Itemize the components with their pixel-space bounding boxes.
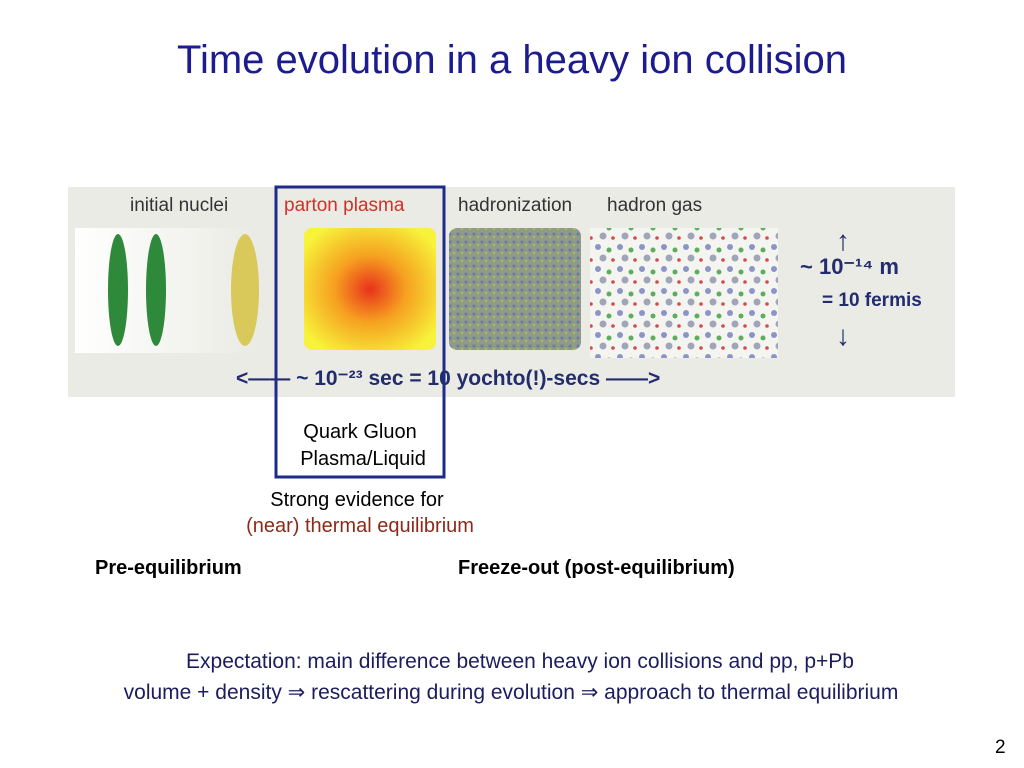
arrow-down: ↓ (836, 320, 850, 351)
stage-label: initial nuclei (130, 195, 229, 216)
box-label: Plasma/Liquid (300, 448, 426, 470)
stage-label: parton plasma (284, 195, 405, 216)
length-scale: ~ 10⁻¹⁴ m (800, 254, 899, 279)
box-label: Quark Gluon (303, 421, 417, 443)
slide-title: Time evolution in a heavy ion collision (177, 38, 847, 82)
evidence: (near) thermal equilibrium (246, 515, 474, 537)
arrow-up: ↑ (836, 225, 850, 256)
nucleus-collision (231, 234, 259, 346)
nucleus (146, 234, 166, 346)
stage-label: hadronization (458, 195, 573, 216)
qgp-box (274, 185, 446, 479)
phase-label: Pre-equilibrium (95, 557, 242, 579)
stage-label: hadron gas (607, 195, 703, 216)
hadronization-image (449, 228, 581, 350)
time-scale: <—— ~ 10⁻²³ sec = 10 yochto(!)-secs ——> (236, 367, 661, 390)
plasma-image (304, 228, 436, 350)
length-scale: = 10 fermis (822, 290, 922, 311)
phase-label: Freeze-out (post-equilibrium) (458, 557, 735, 579)
evidence: Strong evidence for (270, 489, 444, 511)
page-number: 2 (995, 737, 1006, 758)
nucleus (108, 234, 128, 346)
hadron-gas-image (590, 228, 778, 358)
expectation: volume + density ⇒ rescattering during e… (123, 681, 899, 704)
expectation: Expectation: main difference between hea… (186, 650, 854, 673)
